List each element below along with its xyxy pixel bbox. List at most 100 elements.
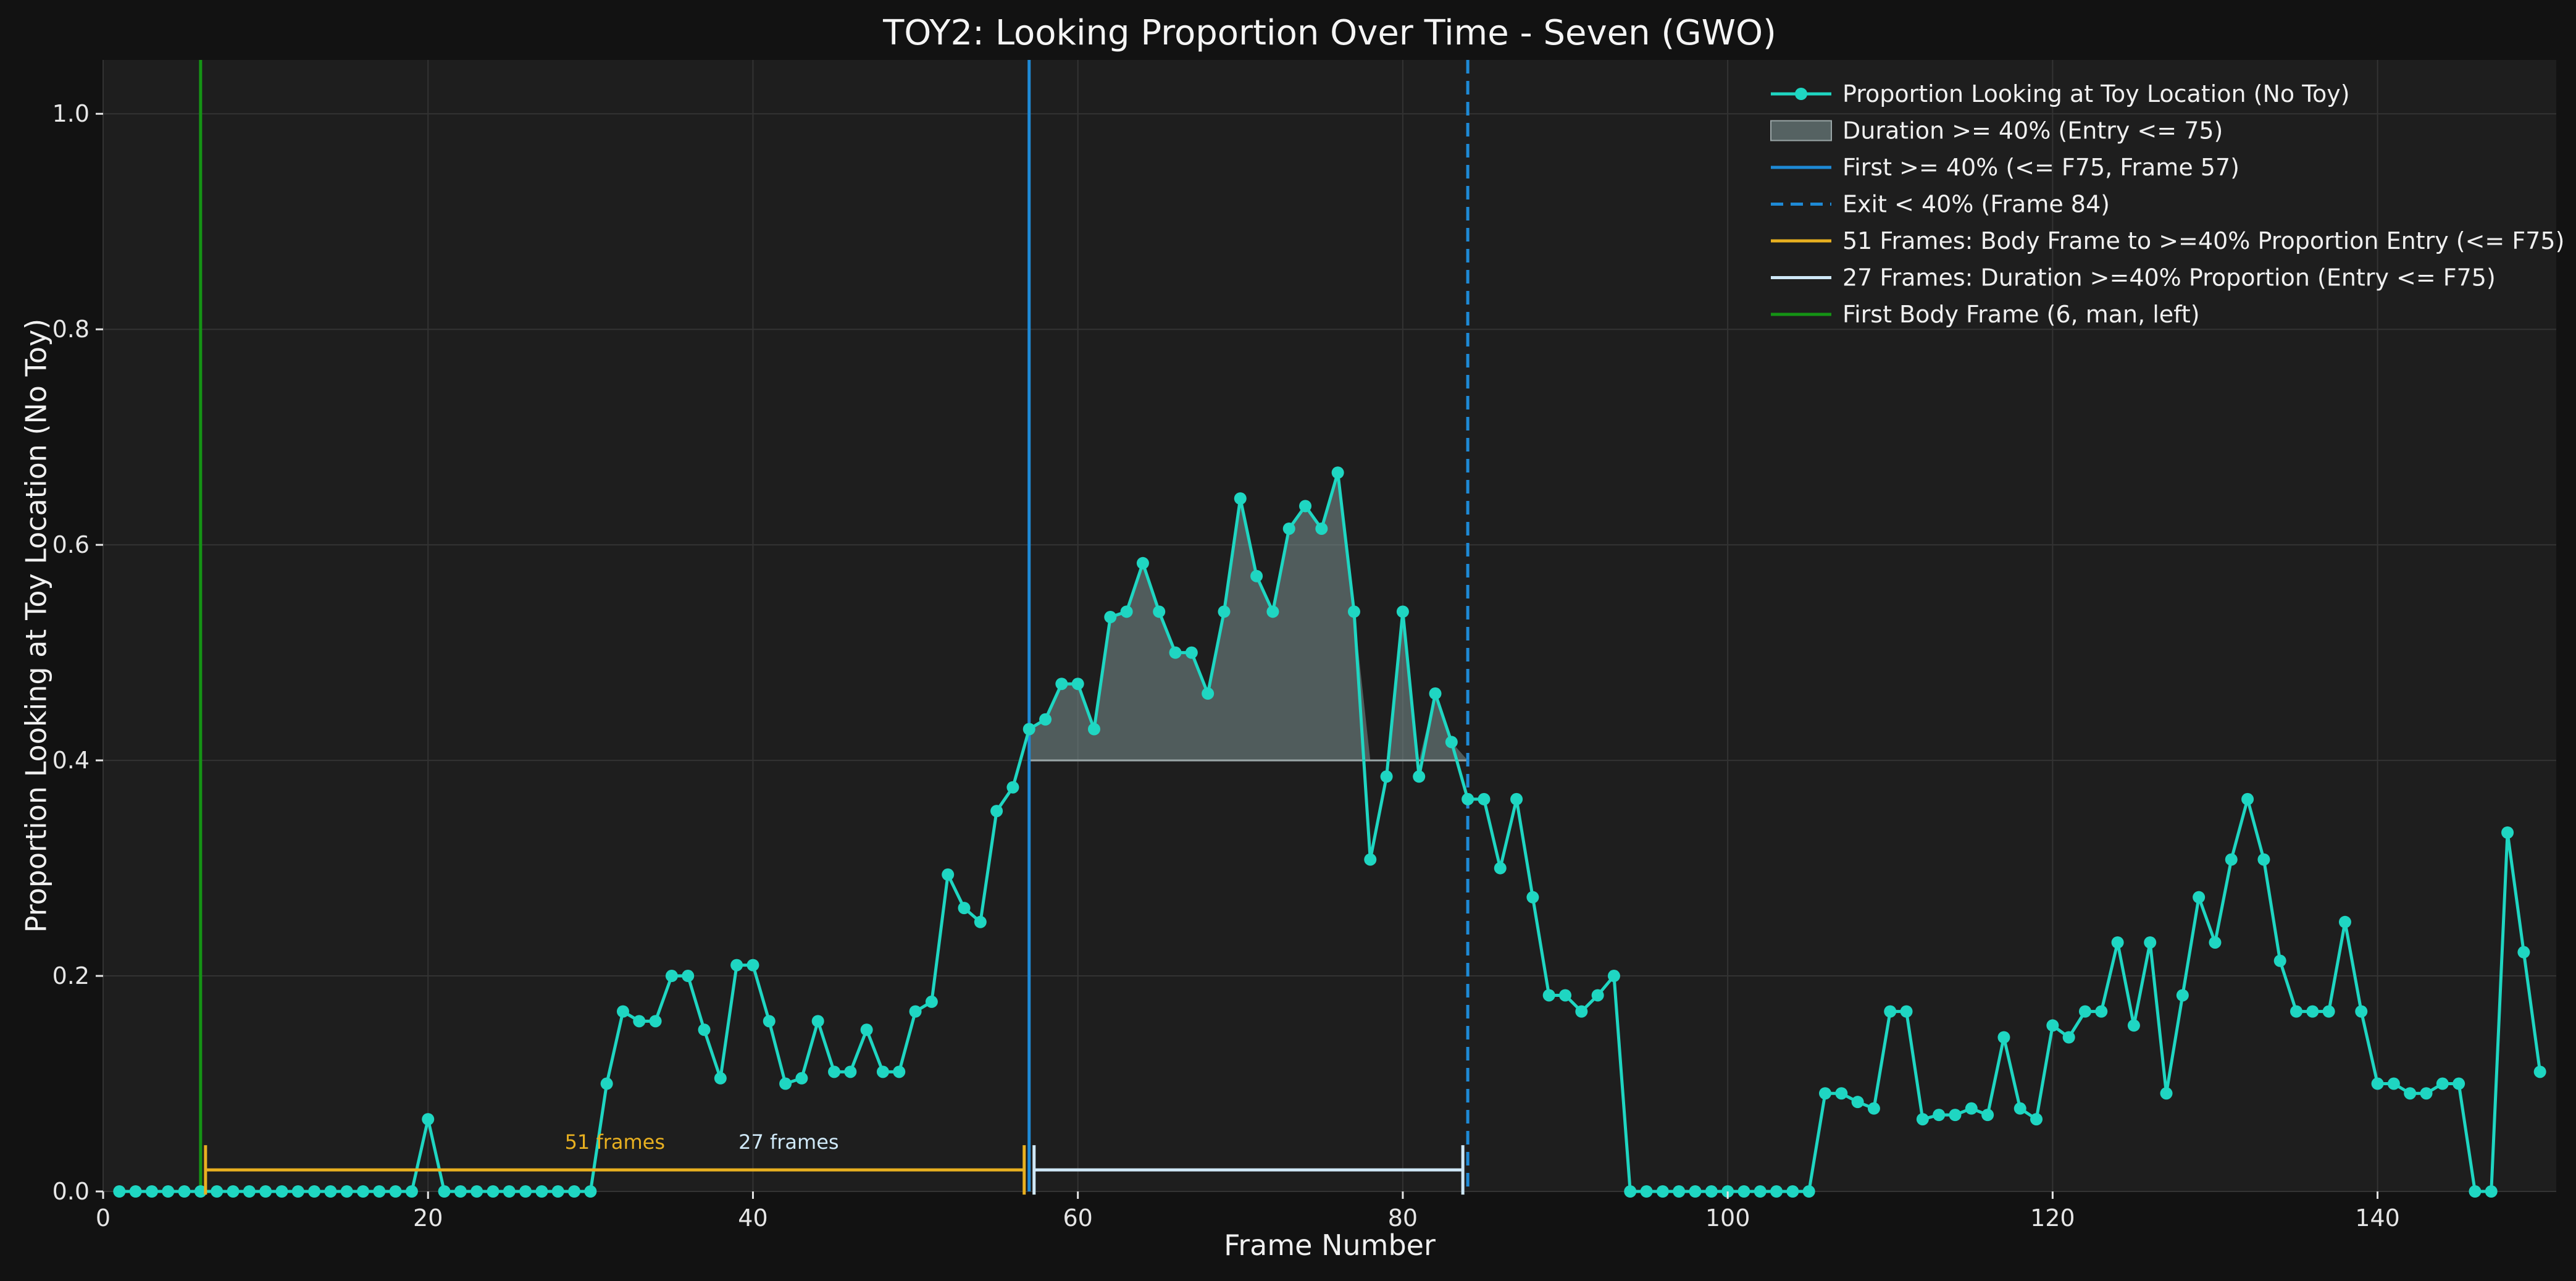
- data-point: [795, 1072, 808, 1085]
- data-point: [1364, 853, 1377, 866]
- data-point: [454, 1185, 467, 1198]
- x-tick-label: 120: [2030, 1204, 2075, 1232]
- data-point: [2338, 915, 2351, 928]
- data-point: [2436, 1077, 2449, 1090]
- data-point: [1185, 646, 1198, 659]
- data-point: [616, 1005, 629, 1018]
- data-point: [1282, 522, 1295, 535]
- data-point: [1997, 1031, 2010, 1044]
- x-tick-label: 20: [413, 1204, 443, 1232]
- data-point: [145, 1185, 158, 1198]
- data-point: [893, 1065, 906, 1078]
- data-point: [1835, 1087, 1848, 1100]
- data-point: [942, 868, 955, 881]
- data-point: [698, 1023, 711, 1036]
- data-point: [1933, 1109, 1946, 1122]
- data-point: [422, 1113, 435, 1126]
- data-point: [211, 1185, 224, 1198]
- data-point: [1039, 713, 1052, 726]
- data-point: [519, 1185, 532, 1198]
- data-point: [925, 995, 938, 1008]
- data-point: [113, 1185, 126, 1198]
- data-point: [958, 902, 971, 915]
- data-point: [2533, 1065, 2546, 1078]
- data-point: [470, 1185, 483, 1198]
- data-point: [389, 1185, 402, 1198]
- y-tick-label: 0.8: [52, 316, 90, 343]
- annotation-27-frames: 27 frames: [738, 1130, 838, 1154]
- y-axis-label: Proportion Looking at Toy Location (No T…: [20, 319, 53, 933]
- data-point: [1104, 611, 1117, 624]
- legend-label: 51 Frames: Body Frame to >=40% Proportio…: [1842, 227, 2564, 254]
- data-point: [1981, 1109, 1994, 1122]
- legend: Proportion Looking at Toy Location (No T…: [1770, 80, 2564, 328]
- legend-label: First Body Frame (6, man, left): [1842, 301, 2200, 328]
- data-point: [1884, 1005, 1897, 1018]
- data-point: [1462, 792, 1474, 805]
- data-point: [2111, 936, 2124, 949]
- y-tick-label: 0.4: [52, 747, 90, 774]
- data-point: [1234, 492, 1247, 505]
- data-point: [746, 959, 759, 972]
- data-point: [2176, 989, 2189, 1002]
- data-point: [1526, 891, 1539, 904]
- series-layer: [113, 466, 2546, 1198]
- data-point: [487, 1185, 500, 1198]
- data-point: [1380, 770, 1393, 783]
- data-point: [2193, 891, 2206, 904]
- data-point: [1818, 1087, 1831, 1100]
- data-point: [1087, 723, 1100, 736]
- data-point: [1673, 1185, 1686, 1198]
- data-point: [714, 1072, 727, 1085]
- data-point: [1738, 1185, 1750, 1198]
- data-point: [308, 1185, 321, 1198]
- data-point: [2030, 1113, 2043, 1126]
- data-point: [551, 1185, 564, 1198]
- data-point: [568, 1185, 581, 1198]
- x-tick-label: 140: [2355, 1204, 2400, 1232]
- data-point: [1656, 1185, 1669, 1198]
- data-point: [600, 1077, 613, 1090]
- y-tick-label: 0.6: [52, 531, 90, 558]
- x-tick-label: 60: [1063, 1204, 1092, 1232]
- vline-layer: [199, 60, 1470, 1191]
- data-point: [1331, 466, 1344, 479]
- data-point: [2127, 1019, 2140, 1032]
- data-point: [1705, 1185, 1718, 1198]
- data-point: [1607, 970, 1620, 983]
- data-point: [1299, 500, 1312, 513]
- data-point: [2046, 1019, 2059, 1032]
- data-point: [2469, 1185, 2482, 1198]
- data-point: [1429, 687, 1442, 700]
- data-point: [974, 915, 987, 928]
- legend-label: Proportion Looking at Toy Location (No T…: [1842, 80, 2350, 107]
- data-point: [1494, 862, 1507, 875]
- annotation-51-frames: 51 frames: [565, 1130, 665, 1154]
- data-point: [259, 1185, 272, 1198]
- data-point: [2225, 853, 2238, 866]
- data-point: [1055, 678, 1068, 691]
- data-point: [1022, 723, 1035, 736]
- data-point: [2078, 1005, 2091, 1018]
- data-point: [584, 1185, 597, 1198]
- data-point: [340, 1185, 353, 1198]
- legend-label: 27 Frames: Duration >=40% Proportion (En…: [1842, 264, 2496, 292]
- data-point: [1559, 989, 1572, 1002]
- data-point: [2062, 1031, 2075, 1044]
- data-point: [909, 1005, 922, 1018]
- data-point: [2095, 1005, 2108, 1018]
- data-point: [1136, 556, 1149, 569]
- data-point: [2485, 1185, 2498, 1198]
- y-tick-label: 0.0: [52, 1178, 90, 1205]
- legend-label: Duration >= 40% (Entry <= 75): [1842, 117, 2223, 145]
- data-point: [2355, 1005, 2368, 1018]
- data-point: [1315, 522, 1328, 535]
- data-point: [1218, 605, 1231, 618]
- data-point: [2209, 936, 2222, 949]
- data-point: [243, 1185, 256, 1198]
- data-point: [1851, 1096, 1864, 1109]
- data-point: [324, 1185, 337, 1198]
- data-point: [730, 959, 743, 972]
- data-point: [2387, 1077, 2400, 1090]
- data-point: [2404, 1087, 2417, 1100]
